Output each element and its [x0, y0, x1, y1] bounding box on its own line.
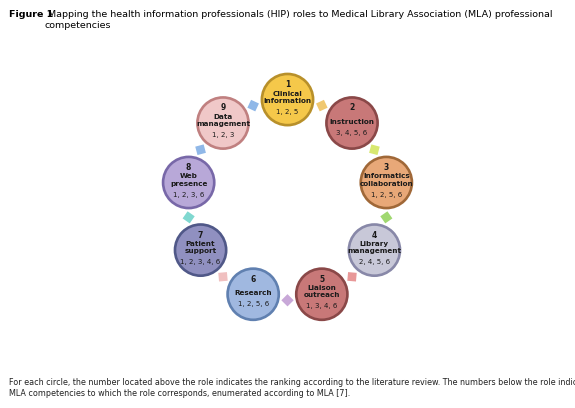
Bar	[196, 144, 206, 155]
Ellipse shape	[359, 155, 413, 209]
Text: 1, 2, 3: 1, 2, 3	[212, 132, 234, 138]
Ellipse shape	[196, 96, 250, 150]
Bar	[247, 100, 259, 111]
Text: Web
presence: Web presence	[170, 173, 208, 187]
Ellipse shape	[295, 267, 349, 321]
Bar	[369, 144, 380, 155]
Ellipse shape	[226, 267, 280, 321]
Ellipse shape	[350, 226, 398, 274]
Ellipse shape	[328, 99, 376, 147]
Text: 1, 2, 3, 6: 1, 2, 3, 6	[173, 192, 204, 197]
Ellipse shape	[325, 96, 379, 150]
Text: Informatics
collaboration: Informatics collaboration	[359, 173, 413, 187]
Text: Research: Research	[235, 290, 272, 296]
Bar	[347, 272, 356, 282]
Bar	[380, 211, 392, 224]
Text: Patient
support: Patient support	[185, 241, 217, 254]
Text: 1: 1	[285, 80, 290, 89]
Text: 2: 2	[350, 104, 355, 113]
Text: Library
management: Library management	[347, 241, 401, 254]
Ellipse shape	[174, 223, 228, 277]
Bar	[218, 272, 228, 282]
Ellipse shape	[347, 223, 401, 277]
Ellipse shape	[362, 158, 411, 207]
Ellipse shape	[177, 226, 225, 274]
Bar	[316, 100, 328, 111]
Bar	[281, 294, 294, 306]
Ellipse shape	[263, 75, 312, 124]
Bar	[183, 211, 195, 224]
Text: 2, 4, 5, 6: 2, 4, 5, 6	[359, 259, 390, 265]
Ellipse shape	[298, 270, 346, 319]
Ellipse shape	[199, 99, 247, 147]
Text: Liaison
outreach: Liaison outreach	[304, 285, 340, 298]
Text: Figure 1: Figure 1	[9, 10, 53, 19]
Text: Data
management: Data management	[196, 114, 250, 127]
Text: Clinical
information: Clinical information	[263, 91, 312, 104]
Text: 5: 5	[319, 275, 324, 284]
Text: 4: 4	[372, 231, 377, 239]
Ellipse shape	[229, 270, 277, 319]
Text: 1, 2, 5, 6: 1, 2, 5, 6	[371, 192, 402, 197]
Text: 1, 2, 3, 4, 6: 1, 2, 3, 4, 6	[181, 259, 221, 265]
Text: For each circle, the number located above the role indicates the ranking accordi: For each circle, the number located abov…	[9, 378, 575, 398]
Text: 8: 8	[186, 163, 191, 172]
Text: 1, 2, 5, 6: 1, 2, 5, 6	[237, 302, 269, 307]
Text: 9: 9	[220, 104, 225, 113]
Text: 3, 4, 5, 6: 3, 4, 5, 6	[336, 130, 367, 136]
Text: Instruction: Instruction	[329, 119, 374, 125]
Ellipse shape	[260, 73, 315, 126]
Text: 1, 2, 5: 1, 2, 5	[277, 109, 298, 115]
Text: 3: 3	[384, 163, 389, 172]
Text: 7: 7	[198, 231, 204, 239]
Text: 1, 3, 4, 6: 1, 3, 4, 6	[306, 304, 338, 309]
Ellipse shape	[162, 155, 216, 209]
Text: 6: 6	[251, 275, 256, 284]
Text: Mapping the health information professionals (HIP) roles to Medical Library Asso: Mapping the health information professio…	[45, 10, 553, 30]
Ellipse shape	[164, 158, 213, 207]
